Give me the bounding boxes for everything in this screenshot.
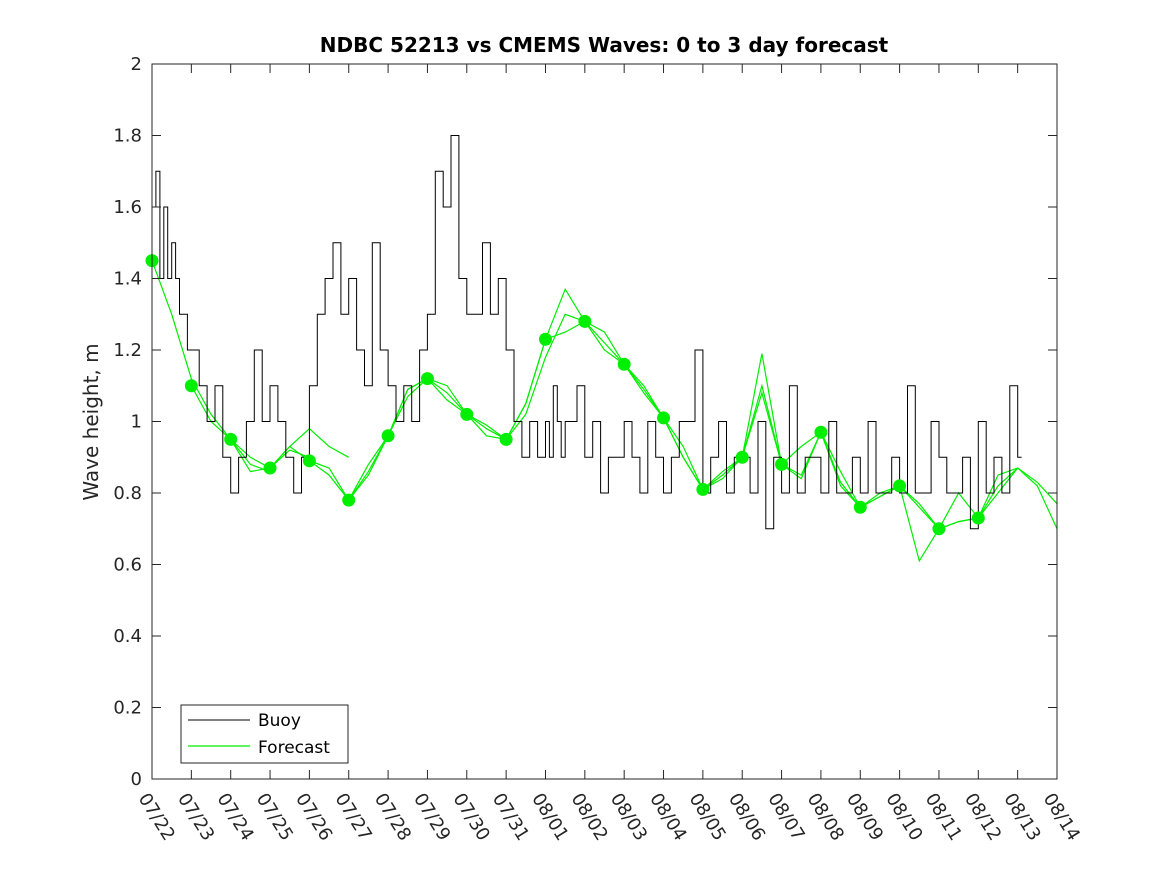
x-tick-label: 08/05	[685, 790, 730, 845]
x-tick-label: 07/24	[212, 790, 257, 845]
y-tick-label: 0.2	[113, 698, 142, 719]
x-tick-label: 08/09	[842, 790, 887, 845]
y-tick-label: 1.8	[113, 126, 142, 147]
forecast-point	[932, 522, 946, 536]
series-layer	[145, 135, 1058, 563]
forecast-run-line	[269, 435, 389, 502]
forecast-point	[893, 479, 907, 493]
forecast-run-line	[977, 467, 1058, 530]
forecast-point	[578, 314, 592, 328]
x-tick-label: 08/11	[921, 790, 966, 845]
forecast-point	[657, 411, 671, 425]
x-tick-label: 08/04	[645, 790, 690, 845]
forecast-run-line	[505, 320, 625, 440]
forecast-point	[420, 372, 434, 386]
y-tick-label: 0.8	[113, 483, 142, 504]
forecast-run-line	[741, 390, 861, 508]
y-tick-label: 0	[131, 769, 142, 790]
forecast-run-line	[544, 287, 665, 419]
x-tick-label: 07/31	[488, 790, 533, 845]
forecast-point	[853, 500, 867, 514]
forecast-run-line	[584, 321, 704, 490]
x-tick-label: 08/08	[803, 790, 848, 845]
x-tick-label: 07/23	[173, 790, 218, 845]
x-tick-label: 08/06	[724, 790, 769, 845]
legend: Buoy Forecast	[180, 704, 349, 764]
y-axis-label: Wave height, m	[79, 343, 103, 500]
forecast-point	[617, 357, 631, 371]
forecast-run-line	[387, 377, 507, 440]
forecast-run-line	[938, 467, 1058, 530]
x-tick-label: 07/26	[291, 790, 336, 845]
y-tick-label: 1.4	[113, 269, 142, 290]
buoy-series-line	[152, 135, 1022, 530]
forecast-run-line	[662, 383, 783, 491]
x-tick-label: 08/14	[1039, 790, 1084, 845]
x-tick-label: 07/22	[134, 790, 179, 845]
forecast-point	[184, 379, 198, 393]
y-tick-label: 1.2	[113, 340, 142, 361]
forecast-point	[735, 450, 749, 464]
x-tick-label: 07/29	[409, 790, 454, 845]
legend-buoy-label: Buoy	[258, 711, 301, 731]
forecast-run-line	[466, 313, 586, 441]
forecast-run-line	[860, 485, 979, 563]
x-tick-label: 08/10	[881, 790, 926, 845]
x-tick-label: 07/27	[330, 790, 375, 845]
forecast-run-line	[623, 363, 743, 491]
x-tick-label: 08/03	[606, 790, 651, 845]
forecast-point	[814, 425, 828, 439]
forecast-point	[224, 432, 238, 446]
y-tick-label: 0.4	[113, 626, 142, 647]
forecast-run-line	[899, 467, 1019, 530]
forecast-run-line	[702, 353, 822, 490]
forecast-point	[538, 332, 552, 346]
forecast-point	[381, 429, 395, 443]
y-tick-label: 0.6	[113, 555, 142, 576]
forecast-point	[460, 407, 474, 421]
y-tick-label: 1.6	[113, 197, 142, 218]
plot-frame	[151, 63, 1058, 780]
x-tick-label: 07/28	[370, 790, 415, 845]
forecast-point	[775, 457, 789, 471]
y-tick-label: 1	[131, 412, 142, 433]
forecast-run-line	[151, 260, 271, 473]
x-tick-label: 08/12	[960, 790, 1005, 845]
legend-forecast-label: Forecast	[258, 738, 330, 758]
x-tick-label: 08/07	[763, 790, 808, 845]
forecast-point	[342, 493, 356, 507]
forecast-point	[696, 482, 710, 496]
legend-box	[180, 704, 349, 764]
forecast-point	[302, 454, 316, 468]
forecast-point	[263, 461, 277, 475]
forecast-run-line	[309, 378, 428, 502]
y-tick-label: 2	[131, 54, 142, 75]
chart-title: NDBC 52213 vs CMEMS Waves: 0 to 3 day fo…	[320, 33, 889, 57]
x-tick-label: 07/30	[449, 790, 494, 845]
x-tick-label: 08/01	[527, 790, 572, 845]
x-tick-label: 08/13	[999, 790, 1044, 845]
forecast-run-line	[190, 385, 310, 469]
forecast-point	[499, 432, 513, 446]
forecast-point	[971, 511, 985, 525]
x-tick-label: 07/25	[252, 790, 297, 845]
x-tick-label: 08/02	[567, 790, 612, 845]
forecast-run-line	[426, 339, 547, 441]
